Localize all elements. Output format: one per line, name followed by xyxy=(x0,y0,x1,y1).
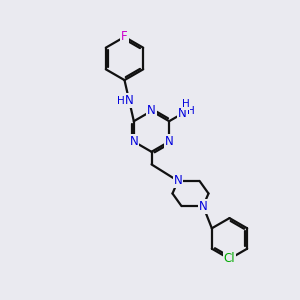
Text: N: N xyxy=(173,174,182,188)
Text: H: H xyxy=(182,99,190,110)
Text: N: N xyxy=(178,107,187,120)
Text: N: N xyxy=(125,94,134,107)
Text: H: H xyxy=(187,106,195,116)
Text: N: N xyxy=(165,135,173,148)
Text: F: F xyxy=(121,30,128,44)
Text: N: N xyxy=(199,200,208,213)
Text: N: N xyxy=(130,135,138,148)
Text: H: H xyxy=(117,96,124,106)
Text: Cl: Cl xyxy=(224,252,235,266)
Text: N: N xyxy=(147,104,156,118)
